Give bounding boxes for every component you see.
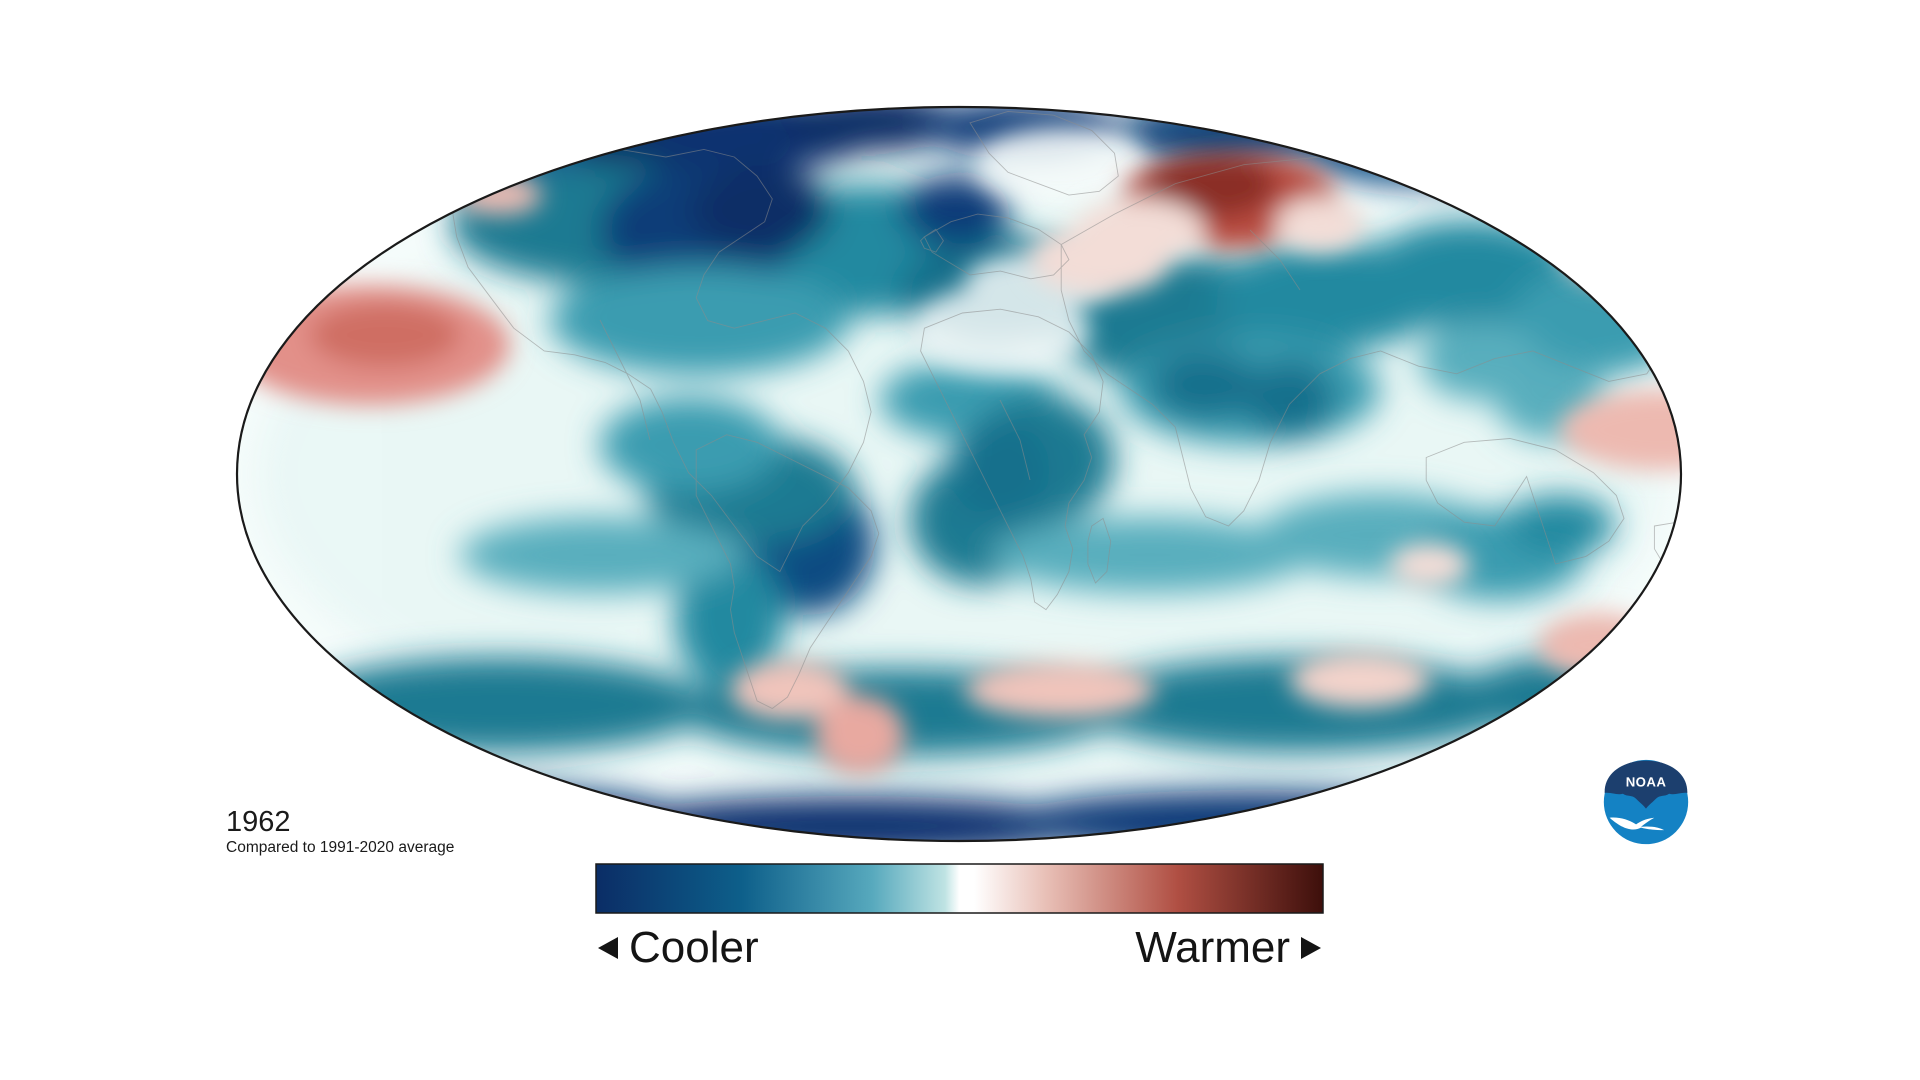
svg-text:NOAA: NOAA — [1626, 776, 1667, 790]
